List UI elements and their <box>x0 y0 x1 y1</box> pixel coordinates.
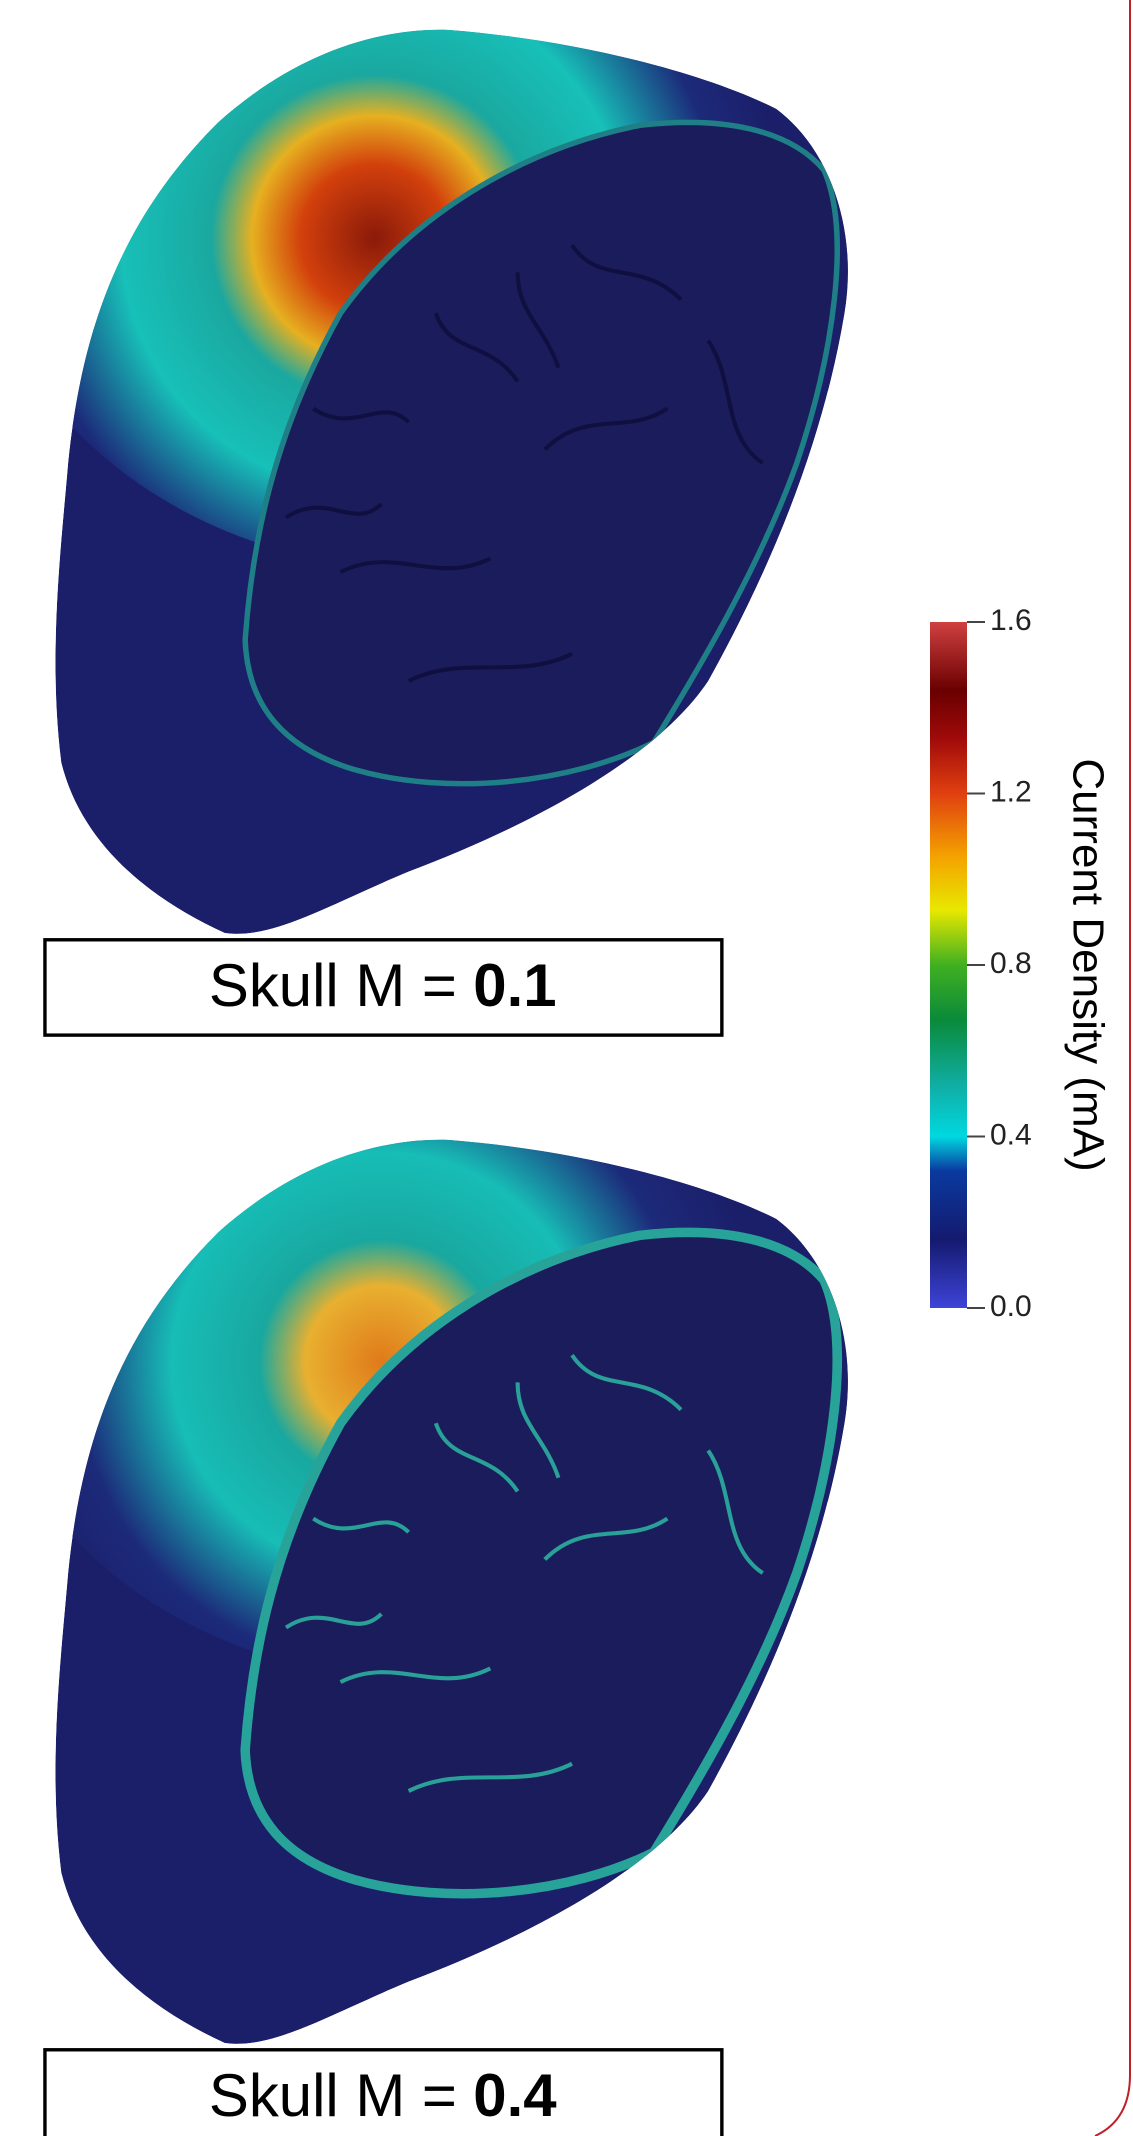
tick-label: 1.6 <box>990 604 1032 637</box>
tick-label: 1.2 <box>990 775 1032 808</box>
figure: Skull M =0.1Skull M =0.4 0.00.40.81.21.6… <box>0 0 1133 2136</box>
head <box>0 0 885 934</box>
panel: Skull M =0.4 <box>0 974 885 2136</box>
tick-label: 0.8 <box>990 947 1032 980</box>
head <box>0 974 885 2044</box>
page: {"panels": [ {"label": "Skull M =", "val… <box>0 0 1133 2136</box>
colorbar-ticks: 0.0 0.4 0.8 1.2 1.6 <box>967 604 1032 1323</box>
tick-label: 0.0 <box>990 1290 1032 1323</box>
tick-label: 0.4 <box>990 1118 1032 1151</box>
colorbar <box>930 622 967 1308</box>
label-text: Skull M = <box>209 952 457 1019</box>
colorbar-title: Current Density (mA) <box>1063 758 1112 1171</box>
label-text: Skull M = <box>209 2062 457 2129</box>
label-value: 0.1 <box>473 952 556 1019</box>
panel-label: Skull M =0.1 <box>209 952 557 1019</box>
label-value: 0.4 <box>473 2062 556 2129</box>
panel-label: Skull M =0.4 <box>209 2062 557 2129</box>
panel: Skull M =0.1 <box>0 0 885 1035</box>
